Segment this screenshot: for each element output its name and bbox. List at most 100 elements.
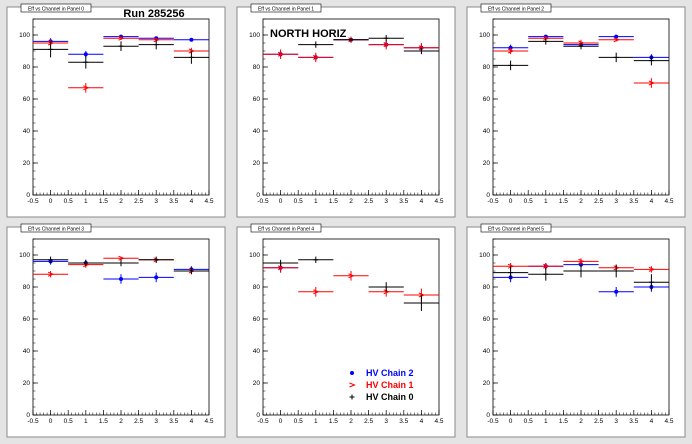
data-point — [418, 45, 426, 51]
x-tick-label: 1.5 — [99, 198, 108, 205]
chart-pad: Eff vs Channel in Panel 1-0.5 0 0.5 1 1.5 2 2.… — [236, 3, 456, 218]
y-tick-label: 20 — [483, 160, 491, 167]
x-tick-label: 3 — [384, 198, 388, 205]
data-point — [83, 52, 88, 57]
x-tick-label: 3.5 — [399, 418, 408, 425]
y-tick-label: 40 — [253, 128, 261, 135]
y-tick-label: 100 — [479, 32, 490, 39]
y-tick-label: 80 — [483, 64, 491, 71]
data-point — [648, 266, 656, 272]
data-point — [118, 35, 125, 41]
x-tick-label: 4 — [190, 418, 194, 425]
x-tick-label: 3.5 — [169, 418, 178, 425]
plot-frame — [262, 18, 440, 196]
y-tick-label: 40 — [23, 348, 31, 355]
y-tick-label: 60 — [483, 316, 491, 323]
pad-title-box — [480, 3, 552, 13]
y-tick-label: 0 — [256, 412, 260, 419]
y-tick-label: 0 — [486, 192, 490, 199]
chart-pad: Eff vs Channel in Panel 2-0.5 0 0.5 1 1.5 2 2.… — [466, 3, 686, 218]
legend-label: HV Chain 1 — [366, 380, 414, 390]
y-tick-label: 0 — [26, 412, 30, 419]
legend-label: HV Chain 0 — [366, 392, 414, 402]
data-point — [188, 48, 196, 54]
pad-title-box — [250, 3, 322, 13]
data-point — [47, 40, 55, 46]
data-point — [277, 51, 285, 57]
x-tick-label: 2 — [579, 418, 583, 425]
x-tick-label: 2.5 — [594, 198, 603, 205]
x-tick-label: 2 — [119, 418, 123, 425]
data-point — [614, 289, 619, 294]
y-tick-label: 40 — [483, 128, 491, 135]
x-tick-label: 3.5 — [169, 198, 178, 205]
x-tick-label: 0.5 — [294, 198, 303, 205]
x-tick-label: 1 — [314, 198, 318, 205]
y-tick-label: 0 — [486, 412, 490, 419]
data-point — [578, 40, 585, 46]
y-tick-label: 20 — [253, 380, 261, 387]
data-point — [348, 273, 355, 279]
x-tick-label: 2.5 — [364, 198, 373, 205]
y-tick-label: 0 — [26, 192, 30, 199]
x-tick-label: 1 — [544, 418, 548, 425]
y-tick-label: 0 — [256, 192, 260, 199]
chart-pad: Eff vs Channel in Panel 4-0.5 0 0.5 1 1.5 2 2.… — [236, 223, 456, 438]
plot-pads: Eff vs Channel in Panel 0-0.5 0 0.5 1 1.5 2 2.… — [6, 3, 686, 438]
x-tick-label: 1 — [84, 418, 88, 425]
pad-title-box — [20, 3, 92, 13]
x-tick-label: 3 — [154, 198, 158, 205]
y-tick-label: 100 — [249, 252, 260, 259]
x-tick-label: 1 — [544, 198, 548, 205]
y-tick-label: 80 — [483, 284, 491, 291]
data-point — [507, 48, 515, 54]
y-tick-label: 40 — [23, 128, 31, 135]
legend-marker-dot — [350, 371, 354, 375]
x-tick-label: 3 — [154, 418, 158, 425]
pad-title: Eff vs Channel in Panel 1 — [258, 7, 314, 13]
y-tick-label: 100 — [479, 252, 490, 259]
x-tick-label: -0.5 — [487, 198, 499, 205]
x-tick-label: -0.5 — [257, 418, 269, 425]
x-tick-label: 4.5 — [434, 198, 443, 205]
x-tick-label: 4.5 — [664, 418, 673, 425]
x-tick-label: 2 — [349, 198, 353, 205]
legend-label: HV Chain 2 — [366, 368, 414, 378]
y-tick-label: 100 — [249, 32, 260, 39]
y-tick-label: 80 — [253, 64, 261, 71]
x-tick-label: 0 — [279, 418, 283, 425]
x-tick-label: 2.5 — [594, 418, 603, 425]
data-point — [383, 42, 391, 48]
x-tick-label: 4 — [650, 198, 654, 205]
x-tick-label: 0.5 — [64, 198, 73, 205]
data-point — [47, 271, 55, 277]
y-tick-label: 60 — [23, 316, 31, 323]
x-tick-label: 2.5 — [134, 418, 143, 425]
y-tick-label: 80 — [253, 284, 261, 291]
x-tick-label: 4 — [190, 198, 194, 205]
y-tick-label: 80 — [23, 284, 31, 291]
x-tick-label: 4.5 — [434, 418, 443, 425]
data-point — [153, 37, 161, 43]
y-tick-label: 40 — [483, 348, 491, 355]
x-tick-label: 2.5 — [364, 418, 373, 425]
y-tick-label: 60 — [23, 96, 31, 103]
x-tick-label: -0.5 — [27, 198, 39, 205]
pad-title: Eff vs Channel in Panel 0 — [28, 7, 84, 13]
data-point — [614, 34, 619, 39]
pad-title-box — [20, 223, 92, 233]
x-tick-label: 2 — [349, 418, 353, 425]
x-tick-label: 1.5 — [329, 198, 338, 205]
x-tick-label: 3.5 — [399, 198, 408, 205]
x-tick-label: 3.5 — [629, 418, 638, 425]
y-tick-label: 20 — [483, 380, 491, 387]
x-tick-label: 0 — [49, 418, 53, 425]
data-point — [543, 263, 550, 269]
y-tick-label: 40 — [253, 348, 261, 355]
pad-title: Eff vs Channel in Panel 3 — [28, 227, 84, 233]
run-label: Run 285256 — [123, 8, 184, 20]
chart-pad: Eff vs Channel in Panel 5-0.5 0 0.5 1 1.5 2 2.… — [466, 223, 686, 438]
legend-marker-arrow — [349, 382, 356, 388]
x-tick-label: 0 — [279, 198, 283, 205]
